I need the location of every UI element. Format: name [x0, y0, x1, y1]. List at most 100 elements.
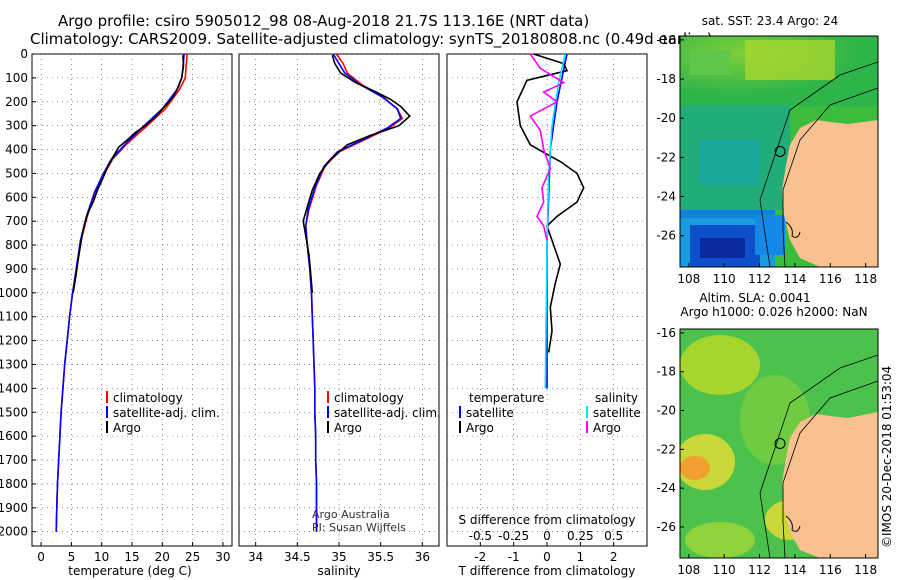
s-diff-tick-label: 0.5	[604, 529, 623, 543]
legend-climatology-label: climatology	[113, 391, 183, 405]
legend-satellite-label: satellite-adj. clim.	[113, 406, 220, 420]
depth-tick-label: 600	[5, 190, 28, 204]
float-position-marker	[774, 146, 786, 157]
map-lon-label: 110	[713, 272, 736, 286]
t-difference-xlabel: T difference from climatology	[458, 564, 636, 578]
map-lon-label: 114	[783, 563, 806, 577]
legend-salinity-header: salinity	[595, 391, 638, 405]
map-lat-label: -16	[656, 326, 676, 340]
map-lon-label: 112	[748, 272, 771, 286]
x-tick-label: 0	[543, 550, 551, 564]
x-tick-label: 25	[185, 550, 200, 564]
depth-tick-label: 500	[5, 166, 28, 180]
map-lon-label: 118	[854, 272, 877, 286]
imos-watermark: ©IMOS 20-Dec-2018 01:53:04	[880, 365, 894, 548]
title-line-1: Argo profile: csiro 5905012_98 08-Aug-20…	[58, 12, 590, 30]
x-tick-label: 5	[68, 550, 76, 564]
temperature-legend: climatology satellite-adj. clim. Argo	[106, 391, 220, 435]
float-position-marker	[774, 438, 786, 449]
salinity-chart: 34 34.5 35 35.5 36 salinity climatology sate…	[238, 53, 441, 578]
temperature-xlabel: temperature (deg C)	[68, 564, 191, 578]
sal-legend-argo-label: Argo	[334, 421, 362, 435]
sla-map-title-2: Argo h1000: 0.026 h2000: NaN	[680, 305, 867, 319]
depth-tick-label: 800	[5, 238, 28, 252]
map-lon-label: 114	[783, 272, 806, 286]
map-lat-label: -22	[656, 150, 676, 164]
map-lat-label: -16	[656, 33, 676, 47]
depth-tick-label: 0	[20, 47, 28, 61]
s-difference-axis: -0.5 -0.25 0 0.25 0.5	[469, 529, 624, 543]
series-line-s-satellite	[544, 53, 567, 389]
sla-map: Altim. SLA: 0.0041 Argo h1000: 0.026 h20…	[656, 291, 879, 577]
map-lat-label: -26	[656, 520, 676, 534]
x-tick-label: 20	[155, 550, 170, 564]
s-difference-label: S difference from climatology	[459, 513, 636, 527]
x-tick-label: 30	[215, 550, 230, 564]
legend-t-satellite: satellite	[466, 406, 514, 420]
series-line-argo	[302, 54, 411, 293]
s-diff-tick-label: -0.5	[469, 529, 492, 543]
annotation-argo-australia: Argo Australia	[312, 508, 390, 521]
s-diff-tick-label: 0	[543, 529, 551, 543]
depth-tick-label: 2000	[0, 525, 28, 539]
series-line-s-argo	[529, 53, 566, 241]
map-lon-label: 110	[713, 563, 736, 577]
x-tick-label: 10	[94, 550, 109, 564]
map-lat-label: -18	[656, 365, 676, 379]
x-tick-label: -2	[474, 550, 486, 564]
title-line-2: Climatology: CARS2009. Satellite-adjuste…	[30, 30, 713, 48]
sla-map-title-1: Altim. SLA: 0.0041	[699, 291, 810, 305]
depth-tick-label: 700	[5, 214, 28, 228]
series-line-satellite-adj--clim-	[304, 53, 402, 532]
depth-tick-label: 1800	[0, 477, 28, 491]
difference-chart: -2 -1 0 1 2 -0.5 -0.25 0 0.25 0.5 T difference f…	[446, 53, 648, 578]
x-tick-label: -1	[508, 550, 520, 564]
temperature-x-axis: 0 5 10 15 20 25 30	[37, 542, 231, 564]
depth-tick-label: 1000	[0, 286, 28, 300]
depth-axis: 0 100 200 300 400 500 600 700 800 900 1000 1100 1200…	[0, 47, 36, 539]
map-lon-label: 116	[819, 272, 842, 286]
map-lon-label: 118	[854, 563, 877, 577]
depth-tick-label: 100	[5, 71, 28, 85]
depth-tick-label: 900	[5, 262, 28, 276]
sla-field	[680, 329, 878, 558]
map-lat-label: -22	[656, 442, 676, 456]
series-line-argo	[72, 55, 185, 293]
legend-s-satellite: satellite	[593, 406, 641, 420]
s-diff-tick-label: -0.25	[498, 529, 529, 543]
x-tick-label: 15	[124, 550, 139, 564]
x-tick-label: 1	[577, 550, 585, 564]
depth-tick-label: 1400	[0, 381, 28, 395]
map-lat-label: -20	[656, 404, 676, 418]
depth-tick-label: 1900	[0, 501, 28, 515]
temperature-chart: 0100200300400500600700800900100011001200…	[0, 47, 233, 578]
legend-temperature-header: temperature	[469, 391, 544, 405]
legend-t-argo: Argo	[466, 421, 494, 435]
x-tick-label: 34.5	[284, 550, 311, 564]
map-lat-label: -24	[656, 190, 676, 204]
depth-tick-label: 300	[5, 119, 28, 133]
sst-field	[680, 36, 878, 267]
depth-tick-label: 1100	[0, 310, 28, 324]
difference-legend: temperature salinity satellite Argo sate…	[459, 391, 641, 435]
annotation-pi: PI: Susan Wijffels	[312, 521, 406, 534]
map-lat-label: -18	[656, 72, 676, 86]
x-tick-label: 0	[37, 550, 45, 564]
sst-map-title: sat. SST: 23.4 Argo: 24	[702, 14, 839, 28]
salinity-legend: climatology satellite-adj. clim. Argo	[327, 391, 441, 435]
legend-s-argo: Argo	[593, 421, 621, 435]
sst-map: sat. SST: 23.4 Argo: 24 108 11	[656, 14, 879, 286]
depth-tick-label: 1300	[0, 357, 28, 371]
depth-tick-label: 1500	[0, 405, 28, 419]
salinity-xlabel: salinity	[317, 564, 360, 578]
depth-tick-label: 400	[5, 143, 28, 157]
sal-legend-climatology-label: climatology	[334, 391, 404, 405]
salinity-x-axis: 34 34.5 35 35.5 36	[248, 542, 430, 564]
x-tick-label: 35.5	[367, 550, 394, 564]
depth-tick-label: 200	[5, 95, 28, 109]
x-tick-label: 36	[415, 550, 430, 564]
legend-argo-label: Argo	[113, 421, 141, 435]
x-tick-label: 2	[610, 550, 618, 564]
s-diff-tick-label: 0.25	[567, 529, 594, 543]
map-lat-label: -20	[656, 111, 676, 125]
